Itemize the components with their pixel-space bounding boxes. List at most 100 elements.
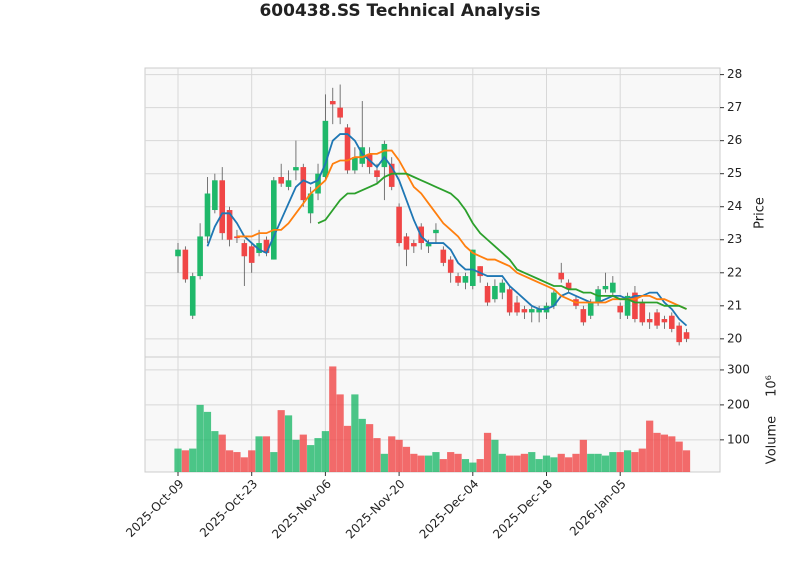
y-tick-label: 20 [727, 331, 742, 345]
volume-bar [506, 455, 514, 472]
candle-body [580, 309, 587, 323]
candle-body [381, 143, 388, 168]
volume-bar [432, 452, 440, 472]
candle-body [300, 167, 307, 201]
candle-body [492, 285, 498, 300]
volume-bar [587, 453, 595, 472]
volume-bar [211, 431, 219, 472]
y-tick-label: 26 [727, 133, 742, 147]
volume-bar [380, 453, 388, 472]
volume-bar [366, 424, 374, 472]
chart-title: 600438.SS Technical Analysis [259, 1, 540, 21]
candle-body [352, 157, 358, 171]
volume-bar [631, 452, 639, 472]
volume-bar [601, 455, 610, 472]
candle-body [344, 127, 351, 171]
volume-bar [336, 394, 344, 472]
price-axis-label: Price [753, 197, 768, 229]
candle-body [462, 276, 469, 283]
volume-bar [609, 452, 617, 472]
candle-body [212, 180, 218, 211]
candle-body [683, 332, 690, 339]
volume-bar [351, 394, 359, 472]
candle-body [219, 180, 226, 234]
volume-bar [535, 459, 543, 472]
volume-bar [439, 459, 447, 472]
volume-bar [314, 438, 322, 472]
volume-bar [660, 434, 669, 472]
candle-body [315, 173, 321, 194]
candle-body [676, 325, 682, 343]
volume-bar [410, 453, 418, 472]
candle-body [374, 170, 380, 177]
candle-body [182, 249, 189, 280]
volume-bar [550, 457, 558, 472]
volume-bar [218, 434, 226, 472]
volume-bar [270, 452, 278, 472]
candle-body [271, 180, 277, 260]
volume-bar [565, 457, 573, 472]
price-panel [144, 67, 721, 358]
x-tick-label: 2025-Dec-18 [490, 477, 555, 542]
volume-bar [196, 404, 204, 472]
volume-bar [572, 453, 580, 472]
y-tick-label: 23 [727, 232, 742, 246]
volume-bar [483, 432, 492, 472]
volume-bar [528, 452, 536, 472]
volume-bar [454, 453, 462, 472]
volume-bar [299, 434, 307, 472]
volume-bar [329, 366, 337, 472]
volume-bar [594, 453, 602, 472]
volume-bar [358, 418, 366, 472]
volume-bar [513, 455, 521, 472]
volume-bar [417, 455, 425, 472]
y-tick-label: 22 [727, 265, 742, 279]
candle-body [521, 309, 528, 313]
candle-body [470, 249, 476, 286]
candle-body [499, 282, 506, 293]
candle-body [536, 309, 542, 313]
volume-bar [225, 450, 234, 472]
candle-body [322, 120, 329, 177]
candle-body [602, 285, 609, 290]
candle-body [558, 272, 565, 280]
candle-body [248, 246, 255, 263]
candle-body [411, 243, 417, 247]
candle-body [587, 302, 594, 316]
candle-body [551, 292, 557, 306]
x-tick-label: 2025-Oct-23 [197, 477, 260, 540]
volume-bar [520, 453, 528, 472]
candle-body [197, 236, 203, 277]
volume-bar [174, 448, 182, 472]
x-tick-label: 2025-Oct-09 [123, 477, 186, 540]
candle-body [293, 167, 299, 171]
y-tick-label: 21 [727, 298, 742, 312]
volume-bar [233, 452, 241, 472]
candle-body [226, 210, 233, 240]
volume-bar [447, 452, 455, 472]
candle-body [484, 285, 491, 303]
candle-body [455, 276, 461, 283]
moving-average-line [236, 149, 687, 310]
candle-body [617, 305, 623, 313]
volume-bar [579, 439, 587, 472]
candle-body [278, 176, 284, 184]
x-tick-label: 2025-Nov-20 [343, 477, 408, 542]
volume-bar [343, 425, 352, 472]
volume-bar [402, 446, 411, 472]
volume-bar [262, 436, 271, 472]
y-tick-label: 28 [727, 67, 742, 81]
volume-bar [395, 439, 403, 472]
candle-body [388, 163, 395, 187]
volume-bar [668, 436, 676, 472]
volume-axis-unit: 10⁶ [765, 375, 780, 397]
volume-bar [388, 436, 396, 472]
candle-body [175, 249, 181, 257]
volume-bar [461, 459, 470, 472]
volume-bar [638, 448, 646, 472]
y-tick-label: 25 [727, 166, 742, 180]
volume-bar [321, 431, 329, 472]
volume-bar [623, 450, 632, 472]
x-tick-label: 2026-Jan-05 [567, 477, 629, 539]
